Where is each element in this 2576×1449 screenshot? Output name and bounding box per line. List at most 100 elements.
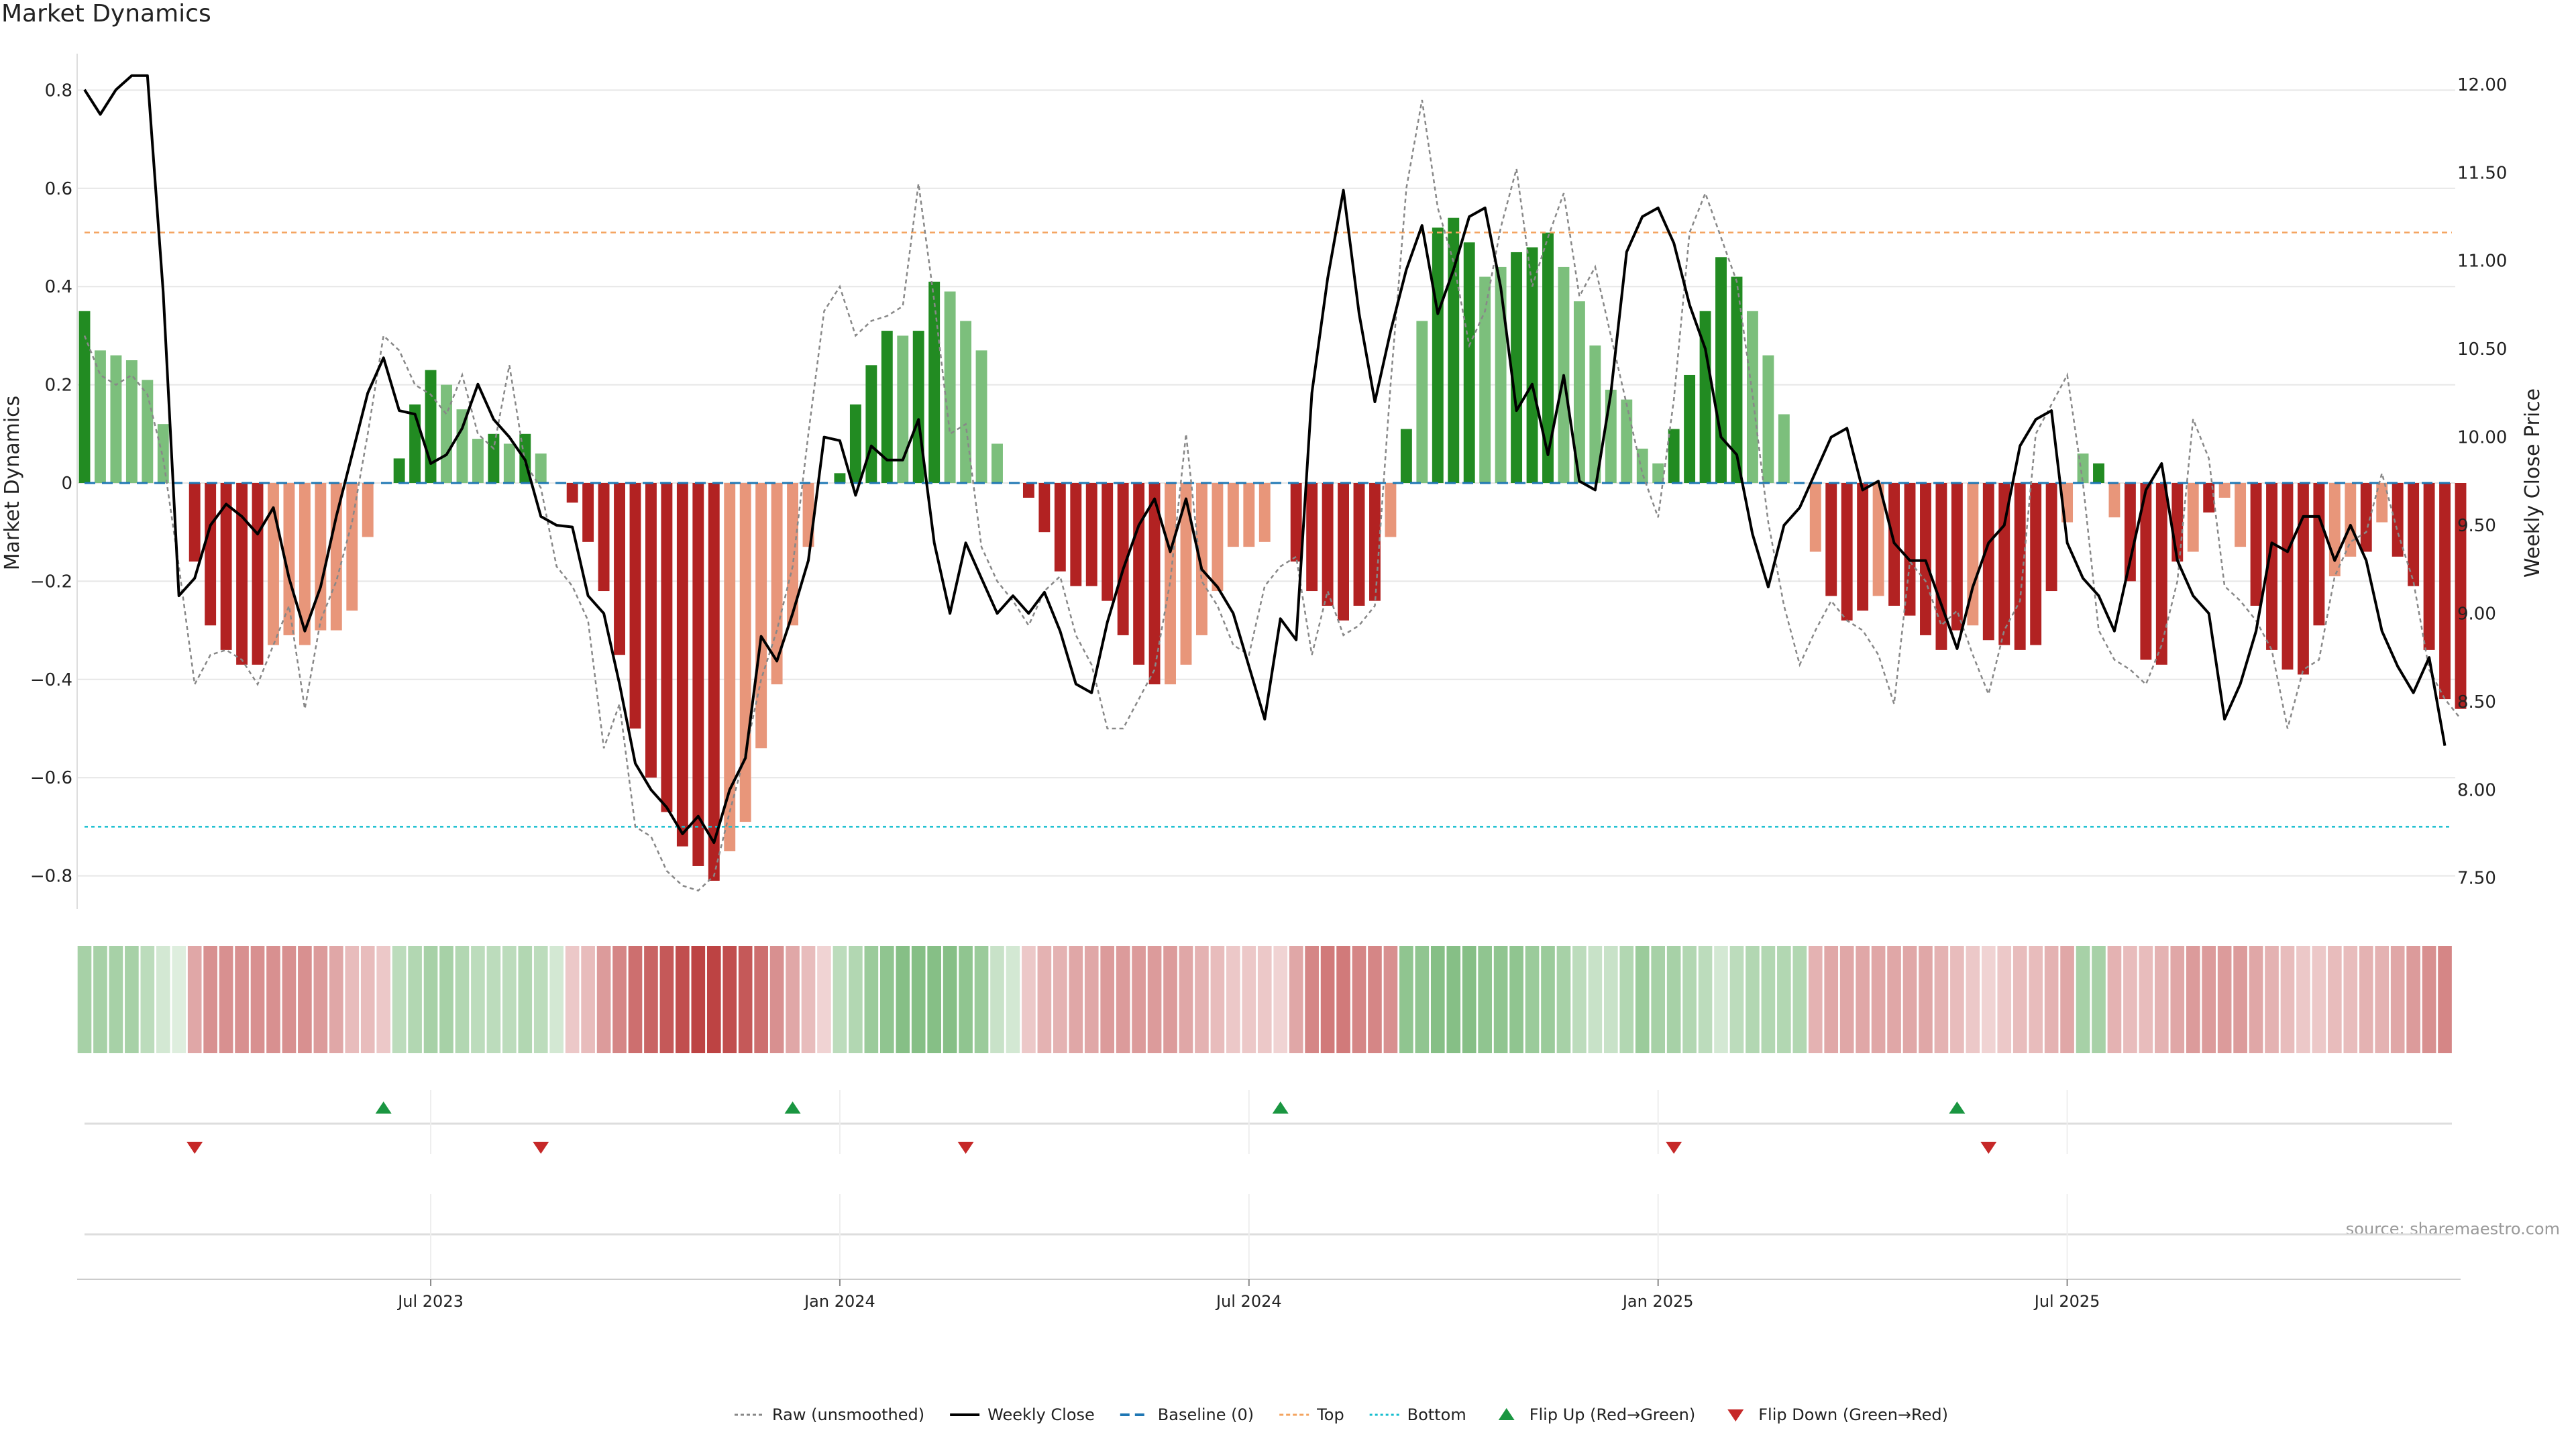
dynamics-bar — [1731, 276, 1743, 483]
y2-tick-label: 12.00 — [2457, 75, 2507, 95]
dynamics-bar — [897, 335, 909, 483]
legend-label: Raw (unsmoothed) — [772, 1405, 924, 1424]
x-tick-label: Jan 2025 — [1621, 1292, 1694, 1311]
heat-cell — [2139, 946, 2153, 1053]
heat-cell — [817, 946, 831, 1053]
y-tick-label: 0.8 — [45, 80, 72, 101]
dynamics-bar — [142, 380, 154, 483]
dynamics-bar — [346, 483, 358, 611]
weekly-close-line — [83, 74, 2447, 845]
legend: Raw (unsmoothed) Weekly Close Baseline (0)… — [735, 1405, 1948, 1424]
heat-cell — [2044, 946, 2059, 1053]
heat-cell — [1698, 946, 1713, 1053]
heat-cell — [833, 946, 847, 1053]
dynamics-bar — [582, 483, 594, 542]
heat-cell — [187, 946, 202, 1053]
heat-cell — [1651, 946, 1666, 1053]
dynamics-bar — [1982, 483, 1994, 641]
heat-cell — [959, 946, 973, 1053]
heat-cell — [329, 946, 343, 1053]
heat-cell — [1147, 946, 1162, 1053]
dynamics-bar — [2266, 483, 2277, 650]
dynamics-bar — [1951, 483, 1963, 631]
y2-tick-label: 9.50 — [2457, 516, 2496, 536]
heat-cell — [1541, 946, 1555, 1053]
heat-cell — [1871, 946, 1886, 1053]
heat-cell — [1966, 946, 1980, 1053]
dynamics-bar — [1935, 483, 1947, 650]
heat-cell — [1714, 946, 1728, 1053]
chart-title: Market Dynamics — [1, 0, 211, 28]
heat-cell — [1179, 946, 1193, 1053]
heat-cell — [2170, 946, 2185, 1053]
dynamics-bar — [2423, 483, 2435, 650]
dynamics-bar — [1416, 321, 1428, 483]
heat-cell — [1430, 946, 1445, 1053]
dynamics-bar — [1322, 483, 1334, 606]
heat-cell — [676, 946, 690, 1053]
dynamics-bar — [849, 404, 861, 483]
heat-cell — [1195, 946, 1209, 1053]
heat-cell — [2249, 946, 2263, 1053]
dynamics-bar — [2030, 483, 2042, 645]
dynamics-bar — [2171, 483, 2184, 562]
heat-cell — [235, 946, 249, 1053]
dynamics-bar — [1998, 483, 2010, 645]
heat-cell — [1399, 946, 1413, 1053]
heat-cell — [1525, 946, 1540, 1053]
heat-cell — [2029, 946, 2043, 1053]
heat-cell — [172, 946, 186, 1053]
dynamics-bar — [1148, 483, 1161, 685]
flip-markers-panel — [77, 1090, 2461, 1280]
dynamics-bar — [1684, 374, 1696, 483]
heat-cell — [1069, 946, 1083, 1053]
dynamics-bar — [1306, 483, 1318, 592]
dynamics-bar — [1652, 463, 1664, 483]
y-tick-label: 0 — [61, 474, 72, 494]
heat-cell — [706, 946, 721, 1053]
heat-cell — [754, 946, 768, 1053]
heat-cell — [77, 946, 92, 1053]
dynamics-bar — [189, 483, 201, 562]
heat-cell — [1210, 946, 1225, 1053]
x-axis: Jul 2023 Jan 2024 Jul 2024 Jan 2025 Jul 2025 — [396, 1279, 2100, 1311]
heat-cell — [2154, 946, 2169, 1053]
heat-cell — [581, 946, 595, 1053]
dynamics-bar — [708, 483, 720, 881]
dynamics-bar — [1038, 483, 1051, 533]
dynamics-bar — [1212, 483, 1224, 592]
dynamics-bar — [425, 370, 437, 483]
dynamics-bar — [1463, 242, 1475, 483]
heat-cell — [1289, 946, 1303, 1053]
dynamics-bar — [2328, 483, 2341, 577]
dynamics-bar — [1809, 483, 1821, 552]
y-tick-label: −0.2 — [30, 572, 72, 592]
dynamics-bar — [205, 483, 217, 626]
dynamics-bar — [2455, 483, 2467, 709]
heat-cell — [2107, 946, 2122, 1053]
dynamics-bar — [1511, 252, 1523, 483]
dynamics-bar — [991, 443, 1003, 483]
heat-cell — [1902, 946, 1917, 1053]
heat-cell — [1493, 946, 1508, 1053]
heat-cell — [439, 946, 453, 1053]
heat-cell — [2280, 946, 2295, 1053]
x-tick-label: Jul 2025 — [2033, 1292, 2100, 1311]
heat-cell — [376, 946, 391, 1053]
dynamics-bar — [1054, 483, 1066, 572]
flip-down-marker — [533, 1142, 549, 1154]
heat-cell — [219, 946, 233, 1053]
y-axis-label: Market Dynamics — [1, 396, 24, 571]
dynamics-bar — [2376, 483, 2388, 523]
heat-cell — [1509, 946, 1523, 1053]
heat-cell — [1919, 946, 1933, 1053]
dynamics-bar — [960, 321, 972, 483]
y2-tick-label: 11.50 — [2457, 163, 2507, 183]
y-tick-label: 0.4 — [45, 277, 72, 297]
y-tick-label: 0.2 — [45, 376, 72, 396]
dynamics-bar — [95, 350, 106, 483]
dynamics-bar — [755, 483, 767, 749]
heat-cell — [1116, 946, 1130, 1053]
dynamics-bar — [503, 443, 515, 483]
dynamics-bar — [252, 483, 264, 665]
